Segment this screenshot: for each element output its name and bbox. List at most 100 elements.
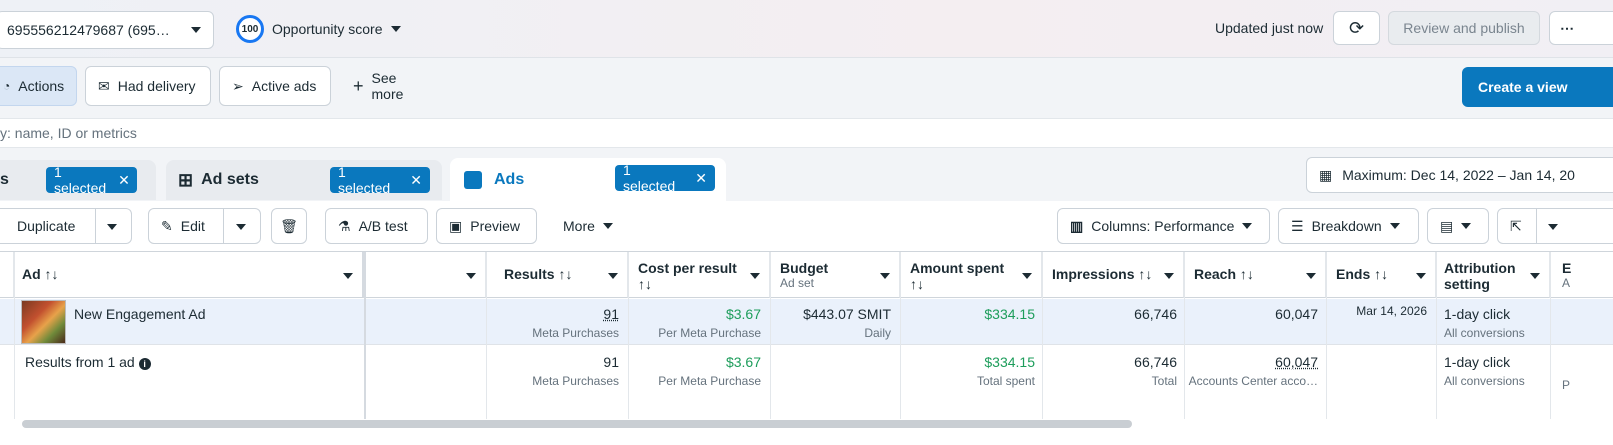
summary-impressions: 66,746 Total [1134,354,1177,388]
delete-button[interactable]: 🗑 [271,208,307,244]
actions-icon: ◔ [3,79,10,93]
chevron-down-icon[interactable] [1548,224,1558,230]
review-publish-button[interactable]: Review and publish [1388,11,1540,45]
summary-spent: $334.15 Total spent [977,354,1035,388]
col-impressions[interactable]: Impressions ↑↓ [1042,252,1184,298]
col-next-label: E [1562,260,1605,276]
chevron-down-icon [343,273,353,279]
col-next-sub: A [1562,276,1605,290]
breakdown-label: Breakdown [1312,218,1382,234]
col-amount-spent[interactable]: Amount spent ↑↓ [900,252,1042,298]
campaigns-selected-badge[interactable]: 1 selected ✕ [46,167,137,193]
col-attribution[interactable]: Attribution setting [1436,252,1550,298]
chevron-down-icon [1022,273,1032,279]
col-next[interactable]: E A [1550,252,1613,298]
info-icon[interactable]: i [139,358,151,370]
tab-ads[interactable]: Ads 1 selected ✕ [450,158,726,201]
chevron-down-icon [1242,223,1252,229]
chevron-down-icon [1530,273,1540,279]
reach-cell: 60,047 [1275,306,1318,322]
more-label: More [563,218,595,234]
summary-label-cell: Results from 1 ad i [25,354,151,370]
spent-cell: $334.15 [984,306,1035,322]
filter-active-ads[interactable]: ➢ Active ads [219,66,331,106]
spent-value: $334.15 [984,306,1035,322]
select-column-header[interactable] [0,252,14,298]
filter-had-delivery[interactable]: ✉ Had delivery [85,66,211,106]
opportunity-score-label: Opportunity score [272,21,383,37]
col-hidden[interactable] [365,252,486,298]
col-budget-label: Budget [780,260,891,276]
summary-cost-value: $3.67 [726,354,761,370]
chevron-down-icon[interactable] [107,224,117,230]
summary-spent-value: $334.15 [984,354,1035,370]
image-icon: ▣ [449,218,462,235]
col-reach[interactable]: Reach ↑↓ [1184,252,1326,298]
tab-ads-label: Ads [494,171,524,189]
budget-cell[interactable]: $443.07 SMIT Daily [803,306,891,340]
col-cost-per-result[interactable]: Cost per result ↑↓ [628,252,770,298]
attribution-cell: 1-day click All conversions [1444,306,1525,340]
see-more-button[interactable]: + See more [340,66,444,106]
filter-actions[interactable]: ◔ Actions [0,66,77,106]
export-icon: ⇱ [1510,218,1522,235]
table-row[interactable]: New Engagement Ad 91 Meta Purchases $3.6… [0,299,1613,345]
chevron-down-icon [750,273,760,279]
chevron-down-icon [1461,223,1471,229]
ab-test-button[interactable]: ⚗ A/B test [325,208,428,244]
tab-ad-sets[interactable]: ⊞ Ad sets 1 selected ✕ [166,160,442,200]
divider [1550,252,1551,419]
divider [628,252,629,419]
ab-test-label: A/B test [359,218,408,234]
close-icon[interactable]: ✕ [410,172,422,189]
close-icon[interactable]: ✕ [118,172,130,189]
breakdown-icon: ☰ [1291,218,1304,235]
more-button[interactable]: More [550,208,630,244]
duplicate-button[interactable]: Duplicate [0,208,132,244]
divider [900,252,901,419]
col-ends[interactable]: Ends ↑↓ [1326,252,1436,298]
refresh-button[interactable]: ⟳ [1333,11,1380,45]
date-range-picker[interactable]: ▦ Maximum: Dec 14, 2022 – Jan 14, 20 [1306,157,1613,193]
col-budget[interactable]: Budget Ad set [770,252,900,298]
cost-value: $3.67 [726,306,761,322]
plus-icon: + [353,76,364,97]
see-more-label: See more [372,70,431,102]
col-ad[interactable]: Ad ↑↓ [14,252,364,298]
level-tabs: s 1 selected ✕ ⊞ Ad sets 1 selected ✕ Ad… [0,149,1613,201]
create-view-button[interactable]: Create a view [1462,67,1613,107]
col-attribution-label-2: setting [1444,276,1541,292]
close-icon[interactable]: ✕ [695,170,707,187]
ads-selected-label: 1 selected [623,162,683,194]
columns-button[interactable]: ▥ Columns: Performance [1057,208,1270,244]
account-selector[interactable]: 695556212479687 (695… [0,11,214,49]
preview-button[interactable]: ▣ Preview [436,208,537,244]
opportunity-score-button[interactable]: 100 Opportunity score [236,15,401,43]
col-results[interactable]: Results ↑↓ [486,252,628,298]
filter-actions-label: Actions [18,78,64,94]
breakdown-button[interactable]: ☰ Breakdown [1278,208,1419,244]
adsets-selected-label: 1 selected [338,164,398,196]
results-value[interactable]: 91 [603,306,619,322]
tab-campaigns[interactable]: s 1 selected ✕ [0,160,156,200]
filter-had-delivery-label: Had delivery [118,78,196,94]
ad-name[interactable]: New Engagement Ad [74,306,206,322]
summary-reach-value[interactable]: 60,047 [1275,354,1318,370]
ads-selected-badge[interactable]: 1 selected ✕ [615,165,715,191]
horizontal-scrollbar[interactable] [22,420,1132,428]
reports-button[interactable]: ▤ [1427,208,1489,244]
cost-sub: Per Meta Purchase [658,326,761,340]
chevron-down-icon [608,273,618,279]
tab-ad-sets-label: Ad sets [201,171,259,189]
filter-bar: ◔ Actions ✉ Had delivery ➢ Active ads + … [0,58,1613,118]
adsets-selected-badge[interactable]: 1 selected ✕ [330,167,430,193]
divider [1042,252,1043,419]
chevron-down-icon[interactable] [236,224,246,230]
edit-button[interactable]: ✎ Edit [148,208,261,244]
search-input[interactable]: y: name, ID or metrics [0,118,1613,148]
export-button[interactable]: ⇱ [1497,208,1613,244]
results-cell: 91 Meta Purchases [532,306,619,340]
more-options-button[interactable]: ⋯ [1549,11,1613,45]
col-reach-label: Reach ↑↓ [1194,266,1254,282]
summary-label: Results from 1 ad [25,354,135,370]
